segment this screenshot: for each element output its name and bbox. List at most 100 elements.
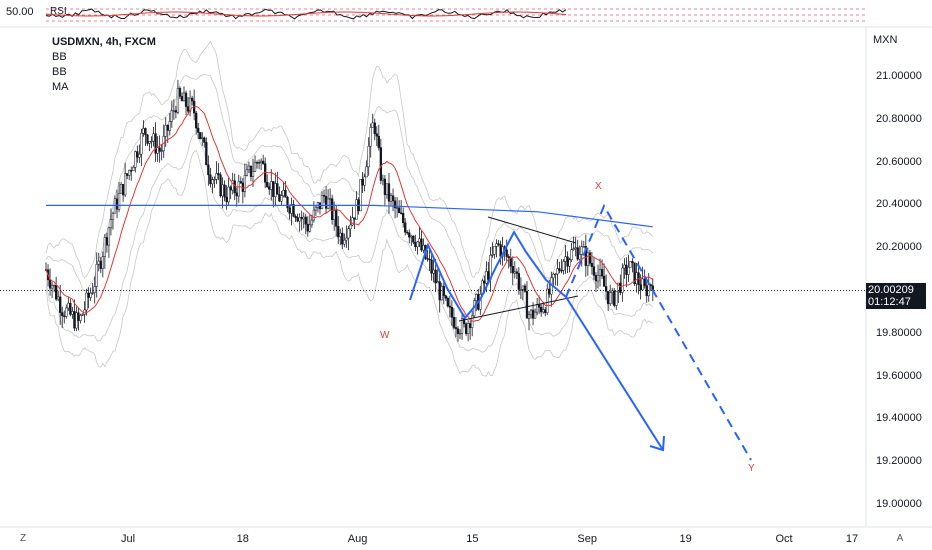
price-tick: 19.40000: [876, 412, 922, 425]
candle-body: [166, 125, 169, 131]
candle-body: [444, 295, 447, 299]
candle-body: [130, 170, 133, 172]
candle-body: [471, 315, 474, 328]
candle-body: [505, 249, 508, 257]
candle-body: [499, 244, 502, 257]
candle-body: [215, 173, 218, 180]
candle-body: [132, 167, 135, 171]
candle-body: [182, 92, 186, 102]
candle-body: [631, 261, 634, 263]
candle-body: [150, 140, 153, 143]
price-axis-unit[interactable]: MXN: [873, 34, 898, 46]
price-tick: 19.00000: [876, 498, 922, 510]
candle-body: [491, 254, 494, 256]
candle-body: [582, 246, 585, 248]
candle-body: [174, 110, 178, 113]
candle-body: [369, 127, 372, 147]
candle-body: [81, 314, 84, 316]
candle-body: [302, 216, 305, 220]
candle-body: [613, 290, 616, 306]
candle-body: [544, 309, 547, 313]
candle-body: [282, 189, 285, 196]
candle-body: [103, 237, 107, 257]
candle-body: [361, 179, 364, 186]
candle-body: [288, 207, 291, 214]
candle-body: [347, 228, 350, 239]
candle-body: [225, 196, 228, 203]
candle-body: [52, 285, 56, 287]
candle-body: [201, 137, 204, 139]
candle-body: [197, 127, 200, 133]
candle-body: [128, 170, 131, 176]
candle-body: [625, 264, 628, 275]
legend-indicator-bb-1[interactable]: BB: [52, 51, 67, 63]
candle-body: [168, 121, 171, 131]
time-tick: 17: [845, 533, 859, 545]
candle-body: [217, 173, 220, 176]
candle-body: [395, 207, 399, 209]
candle-body: [87, 292, 90, 298]
candle-body: [580, 246, 583, 255]
candle-body: [521, 285, 525, 290]
zoom-button[interactable]: Z: [19, 533, 27, 544]
candle-body: [391, 195, 395, 202]
candle-body: [649, 284, 652, 287]
zigzag-pattern: [409, 229, 567, 320]
candle-body: [568, 259, 571, 267]
candle-body: [276, 183, 279, 195]
candle-body: [109, 219, 113, 229]
candle-body: [458, 333, 462, 335]
candle-body: [558, 268, 561, 271]
candle-body: [117, 192, 121, 210]
candle-body: [138, 153, 141, 158]
candle-body: [245, 169, 249, 176]
candle-body: [397, 207, 401, 214]
candle-body: [326, 198, 330, 209]
candle-body: [497, 243, 500, 245]
candle-body: [247, 165, 251, 171]
candle-body: [623, 264, 626, 269]
candle-body: [105, 237, 109, 246]
candle-body: [99, 260, 102, 269]
candle-body: [111, 212, 115, 220]
candle-body: [600, 269, 604, 277]
candle-body: [69, 302, 72, 315]
candle-body: [97, 260, 100, 265]
candle-body: [257, 162, 261, 164]
candle-body: [75, 312, 78, 329]
candle-body: [272, 181, 275, 197]
candle-body: [79, 315, 82, 321]
candle-body: [609, 292, 612, 304]
projection-arrow-line: [565, 296, 664, 451]
candle-body: [576, 247, 579, 260]
candle-body: [527, 314, 531, 319]
candle-body: [243, 175, 247, 192]
auto-scale-button[interactable]: A: [896, 533, 904, 544]
candle-body: [184, 92, 188, 107]
candle-body: [509, 257, 512, 267]
legend-indicator-bb-2[interactable]: BB: [52, 66, 67, 78]
candle-body: [367, 145, 370, 168]
candle-body: [278, 194, 281, 202]
candle-body: [67, 302, 70, 309]
candle-body: [373, 122, 376, 134]
rsi-indicator-tag[interactable]: RSI: [50, 6, 67, 17]
price-tick: 21.00000: [876, 70, 922, 82]
candle-body: [416, 241, 419, 248]
current-price-tag: 20.00209 01:12:47: [866, 283, 926, 309]
candle-body: [379, 147, 383, 181]
legend-indicator-ma[interactable]: MA: [52, 81, 69, 93]
candle-body: [164, 125, 167, 137]
candle-body: [410, 235, 413, 238]
candle-body: [507, 256, 510, 259]
candle-body: [383, 178, 387, 195]
time-tick: Jul: [120, 533, 136, 545]
time-tick: Oct: [775, 533, 793, 545]
candle-body: [312, 209, 316, 221]
candle-body: [195, 112, 198, 129]
candle-body: [237, 181, 240, 197]
candle-body: [525, 291, 529, 319]
ma-red-line: [45, 105, 654, 322]
symbol-title[interactable]: USDMXN, 4h, FXCM: [52, 36, 156, 48]
